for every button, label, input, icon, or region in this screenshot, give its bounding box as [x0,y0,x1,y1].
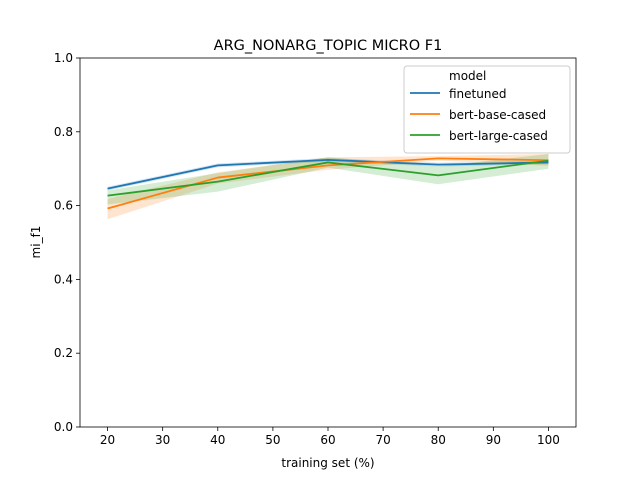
chart-title: ARG_NONARG_TOPIC MICRO F1 [214,38,443,54]
x-axis-ticks: 20 30 40 50 60 70 80 90 100 [100,427,560,447]
line-bert-base-cased [107,157,549,210]
legend-title: model [449,69,486,83]
legend-label-finetuned: finetuned [449,87,506,101]
legend-label-bert-large-cased: bert-large-cased [449,129,548,143]
band-bert-base-cased [107,153,549,220]
y-tick-label: 0.0 [54,420,73,434]
x-tick-label: 90 [486,433,501,447]
x-tick-label: 60 [320,433,335,447]
x-axis-label: training set (%) [281,456,374,470]
x-tick-label: 50 [265,433,280,447]
line-bert-large-cased [107,159,549,197]
y-axis-ticks: 0.0 0.2 0.4 0.6 0.8 1.0 [54,51,80,434]
x-tick-label: 40 [210,433,225,447]
x-tick-label: 20 [100,433,115,447]
y-tick-label: 1.0 [54,51,73,65]
y-axis-label: mi_f1 [29,226,43,259]
y-tick-label: 0.6 [54,199,73,213]
y-tick-label: 0.4 [54,272,73,286]
y-tick-label: 0.2 [54,346,73,360]
x-tick-label: 100 [537,433,560,447]
y-tick-label: 0.8 [54,125,73,139]
legend: model finetuned bert-base-cased bert-large… [403,65,571,154]
series-lines [107,157,549,210]
legend-box [403,65,571,154]
x-tick-label: 80 [431,433,446,447]
x-tick-label: 70 [375,433,390,447]
band-bert-large-cased [107,153,549,205]
x-tick-label: 30 [155,433,170,447]
line-finetuned [107,158,549,190]
legend-label-bert-base-cased: bert-base-cased [449,108,546,122]
